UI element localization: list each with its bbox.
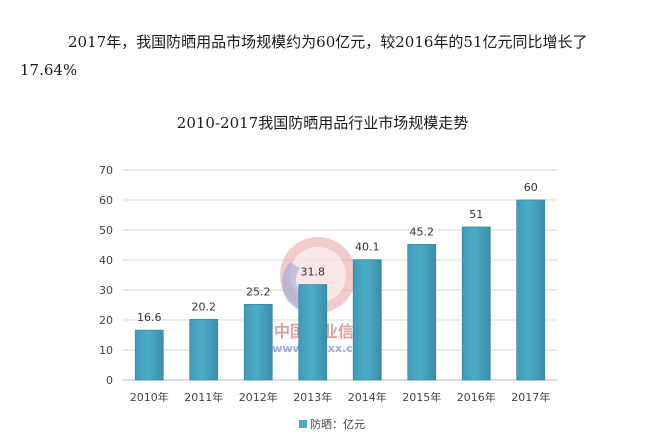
bar	[298, 284, 328, 381]
bar	[189, 318, 219, 381]
intro-paragraph: 2017年，我国防晒用品市场规模约为60亿元，较2016年的51亿元同比增长了1…	[20, 33, 588, 79]
y-tick-label: 20	[99, 314, 113, 327]
x-tick-label: 2013年	[293, 390, 332, 404]
bar	[243, 303, 273, 381]
data-label: 31.8	[301, 266, 326, 279]
y-tick-label: 30	[99, 284, 113, 297]
bar	[461, 226, 491, 381]
data-labels: 16.6 20.2 25.2 31.8 40.1 45.2 51 60	[137, 181, 538, 324]
x-tick-label: 2016年	[457, 390, 496, 404]
bars	[134, 199, 546, 381]
y-tick-label: 10	[99, 344, 113, 357]
chart-title: 2010-2017我国防晒用品行业市场规模走势	[176, 114, 469, 132]
y-tick-label: 0	[106, 374, 113, 387]
data-label: 40.1	[355, 241, 380, 254]
x-tick-label: 2010年	[130, 390, 169, 404]
data-label: 60	[524, 181, 538, 194]
y-tick-label: 70	[99, 164, 113, 177]
data-label: 20.2	[192, 300, 217, 313]
x-tick-label: 2012年	[239, 390, 278, 404]
x-axis-ticks: 2010年 2011年 2012年 2013年 2014年 2015年 2016年 2017年	[130, 390, 551, 404]
x-tick-label: 2011年	[184, 390, 223, 404]
data-label: 25.2	[246, 285, 271, 298]
bar	[352, 259, 382, 381]
x-tick-label: 2014年	[348, 390, 387, 404]
y-tick-label: 60	[99, 194, 113, 207]
data-label: 45.2	[410, 225, 435, 238]
legend: 防晒：亿元	[299, 417, 365, 431]
legend-swatch	[299, 420, 307, 428]
y-axis-ticks: 0 10 20 30 40 50 60 70	[99, 164, 113, 387]
bar	[134, 329, 164, 381]
y-tick-label: 40	[99, 254, 113, 267]
data-label: 16.6	[137, 311, 162, 324]
bar	[407, 243, 437, 381]
y-tick-label: 50	[99, 224, 113, 237]
legend-label: 防晒：亿元	[310, 417, 365, 431]
data-label: 51	[469, 208, 483, 221]
bar	[516, 199, 546, 381]
x-tick-label: 2015年	[402, 390, 441, 404]
x-tick-label: 2017年	[511, 390, 550, 404]
